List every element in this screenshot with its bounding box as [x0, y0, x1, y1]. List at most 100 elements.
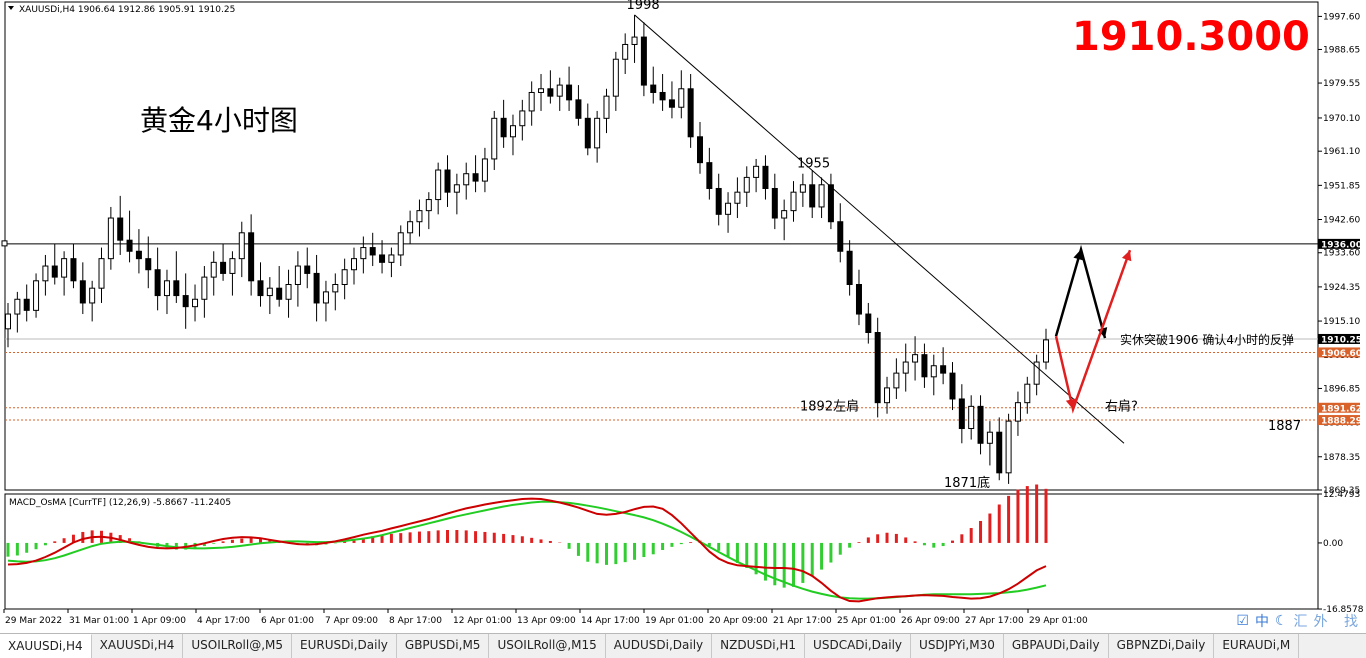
- chart-tab[interactable]: AUDUSDi,Daily: [606, 634, 713, 658]
- candle-body: [332, 283, 339, 293]
- candle-body: [491, 117, 498, 160]
- candle-body: [930, 365, 937, 378]
- chevron-down-icon[interactable]: [8, 6, 14, 10]
- candle-body: [996, 431, 1003, 474]
- candle-body: [584, 117, 591, 149]
- price-label-box: [1318, 415, 1360, 426]
- chart-tab[interactable]: EURUSDi,Daily: [292, 634, 397, 658]
- candle-body: [921, 354, 928, 378]
- candle-body: [257, 280, 264, 297]
- candle-body: [379, 254, 386, 263]
- candle-body: [986, 431, 993, 444]
- candle-body: [902, 361, 909, 374]
- chart-tab[interactable]: NZDUSDi,H1: [712, 634, 806, 658]
- price-label-text: 1910.25: [1321, 335, 1362, 345]
- chart-tab[interactable]: GBPUSDi,M5: [397, 634, 490, 658]
- y-axis-tick-label: 1970.10: [1323, 114, 1360, 124]
- chart-tab[interactable]: USOILRoll@,M5: [183, 634, 293, 658]
- chart-tab[interactable]: USDJPYi,M30: [911, 634, 1004, 658]
- y-axis-tick-label: 1951.85: [1323, 181, 1360, 191]
- candle-body: [1043, 339, 1049, 363]
- price-label-text: 1891.62: [1321, 404, 1362, 414]
- candle-body: [846, 250, 853, 285]
- candle-body: [715, 187, 722, 215]
- candle-body: [192, 298, 199, 308]
- candle-body: [425, 199, 432, 212]
- candle-body: [949, 372, 956, 400]
- chart-canvas[interactable]: 1997.60 1988.65 1979.55 1970.10 1961.10 1951.…: [0, 0, 1366, 633]
- candle-body: [640, 36, 647, 86]
- chart-tab[interactable]: XAUUSDi,H4: [92, 634, 184, 658]
- candle-body: [351, 258, 357, 271]
- candle-body: [837, 221, 844, 252]
- candle-body: [435, 169, 442, 201]
- price-label-text: 1906.60: [1321, 349, 1362, 359]
- chart-tab[interactable]: USOILRoll@,M15: [489, 634, 606, 658]
- candle-body: [575, 99, 582, 119]
- y-axis-tick-label: 1997.60: [1323, 12, 1360, 22]
- check-icon[interactable]: ☑: [1236, 613, 1249, 629]
- candle-body: [210, 261, 217, 278]
- y-axis-tick-label: 1878.35: [1323, 453, 1360, 463]
- candle-body: [1033, 361, 1040, 385]
- candle-body: [566, 84, 573, 101]
- candle-body: [117, 217, 124, 241]
- annotation-peak-1955: 1955: [797, 157, 830, 172]
- y-axis-tick-label: 1869.35: [1323, 486, 1360, 496]
- candle-body: [519, 110, 526, 127]
- candle-body: [743, 176, 750, 193]
- price-display: 1910.3000: [1072, 14, 1310, 60]
- candle-body: [313, 272, 320, 304]
- ime-language-label[interactable]: 中: [1254, 614, 1269, 630]
- candle-body: [163, 280, 170, 297]
- candle-body: [631, 36, 638, 45]
- price-label-box: [1318, 402, 1360, 413]
- candle-body: [818, 184, 825, 208]
- candle-body: [407, 221, 414, 234]
- x-axis-tick-label: 6 Apr 01:00: [261, 616, 314, 626]
- candle-body: [5, 313, 11, 330]
- candle-body: [89, 287, 96, 304]
- candle-body: [388, 254, 395, 263]
- macd-y-tick-label: 0.00: [1323, 539, 1343, 549]
- x-axis-tick-label: 7 Apr 09:00: [325, 616, 378, 626]
- x-axis-tick-label: 13 Apr 09:00: [517, 616, 576, 626]
- candle-body: [855, 283, 862, 315]
- candle-body: [753, 165, 760, 178]
- candle-body: [874, 332, 881, 404]
- x-axis-tick-label: 31 Mar 01:00: [69, 616, 129, 626]
- x-axis-tick-label: 20 Apr 09:00: [709, 616, 768, 626]
- x-axis-tick-label: 1 Apr 09:00: [133, 616, 186, 626]
- chart-tab[interactable]: USDCADi,Daily: [805, 634, 912, 658]
- candle-body: [799, 184, 806, 193]
- macd-label: MACD_OsMA [CurrTF] (12,26,9) -5.8667 -11…: [9, 498, 231, 508]
- candle-body: [201, 276, 208, 300]
- candle-body: [33, 280, 40, 311]
- candle-body: [762, 165, 769, 189]
- chart-tab[interactable]: GBPNZDi,Daily: [1109, 634, 1215, 658]
- chart-title: 黄金4小时图: [140, 104, 298, 137]
- level-handle[interactable]: [1, 240, 8, 247]
- candle-body: [1014, 402, 1021, 422]
- y-axis-tick-label: 1933.60: [1323, 249, 1360, 259]
- chart-tab[interactable]: XAUUSDi,H4: [0, 634, 92, 658]
- candle-body: [809, 184, 816, 208]
- candle-body: [51, 265, 58, 278]
- y-axis-tick-label: 1988.65: [1323, 45, 1360, 55]
- candle-body: [771, 187, 778, 219]
- chart-tab[interactable]: GBPAUDi,Daily: [1004, 634, 1109, 658]
- macd-y-tick-label: 12.4793: [1323, 490, 1360, 500]
- price-label-text: 1888.29: [1321, 417, 1362, 427]
- candle-body: [500, 117, 507, 138]
- annotation-left-shoulder: 1892左肩: [800, 398, 859, 414]
- candle-body: [266, 287, 273, 297]
- candle-body: [528, 91, 535, 112]
- candle-body: [884, 387, 891, 404]
- chart-tab[interactable]: EURAUDi,M: [1214, 634, 1300, 658]
- candle-body: [98, 258, 105, 289]
- moon-icon[interactable]: ☾: [1274, 613, 1288, 629]
- candle-body: [360, 247, 367, 260]
- candle-body: [294, 265, 301, 285]
- candle-body: [416, 210, 423, 223]
